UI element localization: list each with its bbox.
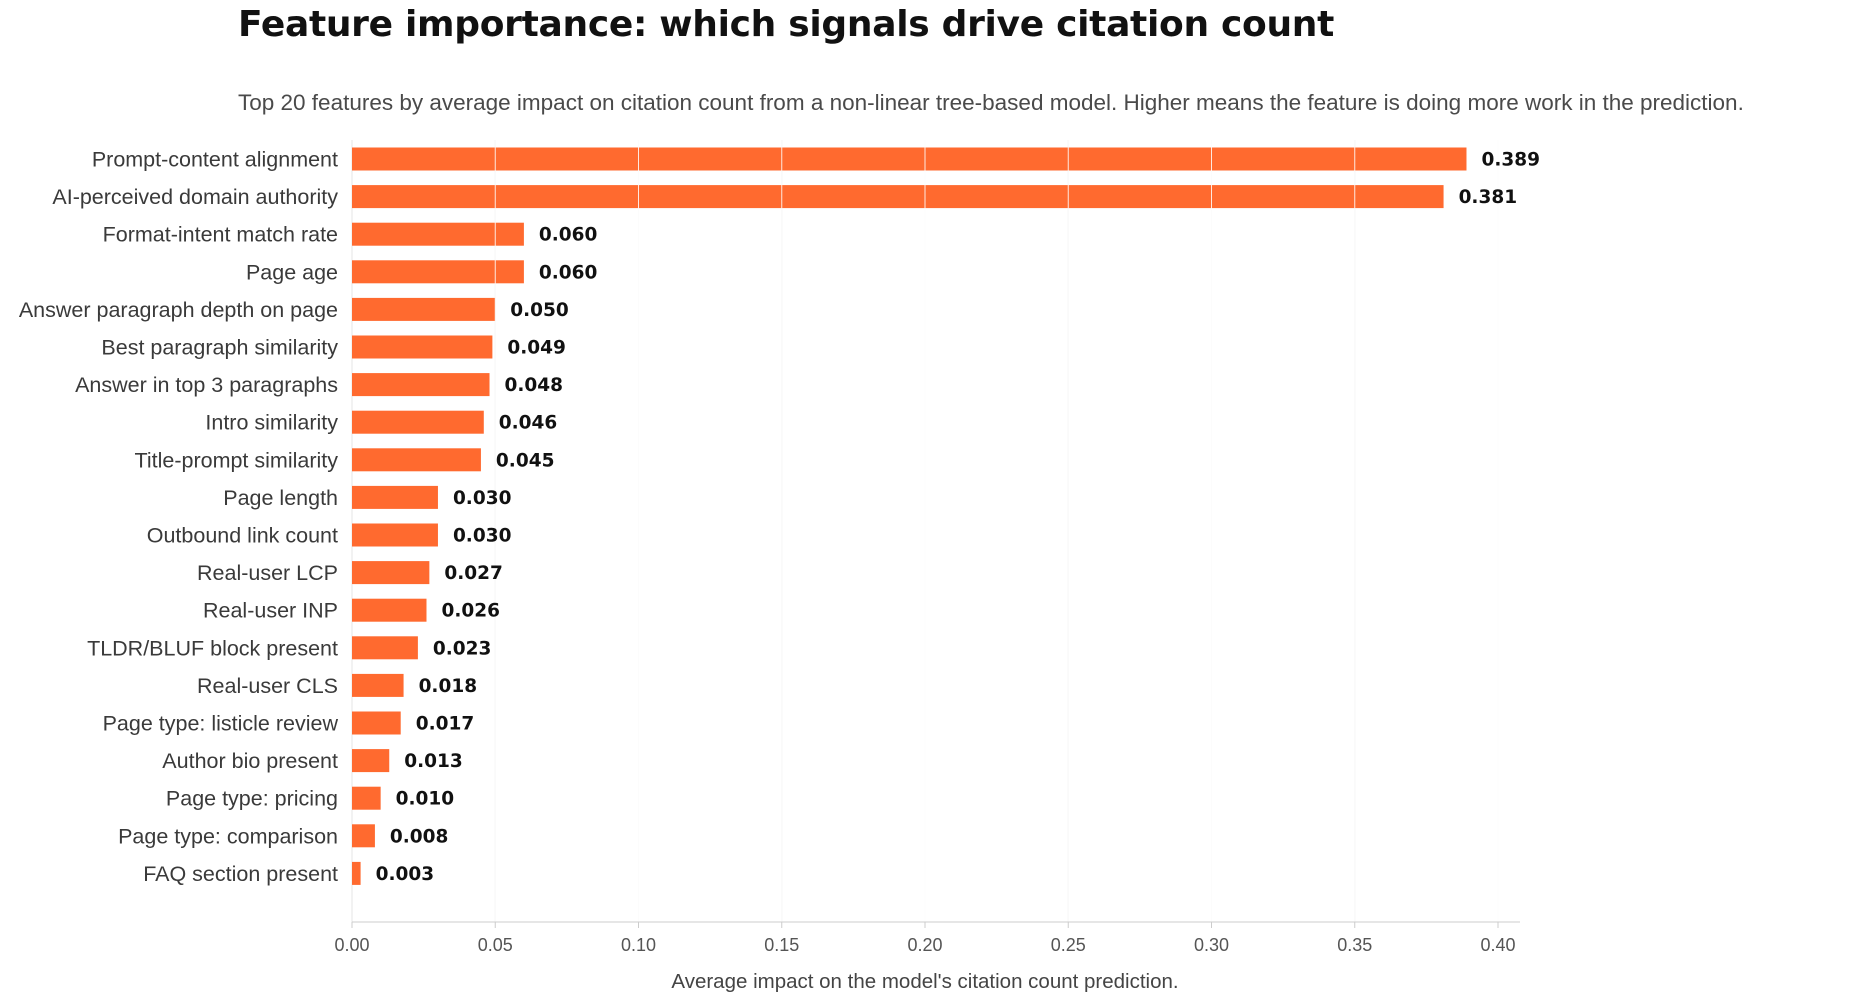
value-label: 0.030 <box>453 526 512 547</box>
bar <box>352 824 375 848</box>
bar <box>352 861 361 885</box>
value-label: 0.060 <box>539 262 598 283</box>
chart-subtitle: Top 20 features by average impact on cit… <box>238 90 1744 115</box>
bar <box>352 523 438 547</box>
value-label: 0.013 <box>404 751 463 772</box>
value-label: 0.046 <box>499 413 558 434</box>
category-label: Page type: pricing <box>166 787 338 811</box>
bar <box>352 786 381 810</box>
x-tick-label: 0.30 <box>1194 935 1229 955</box>
category-label: Real-user CLS <box>197 674 338 698</box>
value-label: 0.045 <box>496 450 555 471</box>
value-label: 0.048 <box>505 375 564 396</box>
x-tick-label: 0.35 <box>1337 935 1372 955</box>
bar <box>352 373 490 397</box>
value-label: 0.050 <box>510 300 569 321</box>
x-tick-label: 0.00 <box>334 935 369 955</box>
bar <box>352 636 418 660</box>
category-label: Title-prompt similarity <box>135 448 339 472</box>
chart-title: Feature importance: which signals drive … <box>238 4 1335 45</box>
category-label: Author bio present <box>162 749 338 773</box>
value-label: 0.030 <box>453 488 512 509</box>
value-label: 0.027 <box>444 563 503 584</box>
x-axis-title: Average impact on the model's citation c… <box>671 970 1178 993</box>
x-axis: 0.00 0.05 0.10 0.15 0.20 0.25 0.30 0.35 0.40 Aver… <box>334 921 1520 993</box>
bar <box>352 335 493 359</box>
category-label: Real-user INP <box>203 599 338 623</box>
bar <box>352 185 1444 209</box>
bar <box>352 260 524 284</box>
value-label: 0.389 <box>1481 150 1540 171</box>
bar <box>352 561 430 585</box>
value-label: 0.060 <box>539 225 598 246</box>
bar <box>352 673 404 697</box>
value-label: 0.010 <box>396 789 455 810</box>
bar-gridline-overlay <box>494 140 1499 922</box>
category-label: Real-user LCP <box>197 561 338 585</box>
category-label: Answer in top 3 paragraphs <box>75 373 338 397</box>
x-tick-label: 0.10 <box>621 935 656 955</box>
category-label: Prompt-content alignment <box>92 148 338 172</box>
bars <box>352 147 1467 885</box>
category-labels: Prompt-content alignment AI-perceived dom… <box>19 148 339 886</box>
bar <box>352 598 427 622</box>
category-label: Intro similarity <box>205 411 338 435</box>
category-label: FAQ section present <box>143 862 338 886</box>
value-label: 0.018 <box>419 676 478 697</box>
x-tick-label: 0.05 <box>478 935 513 955</box>
category-label: Page age <box>246 260 338 284</box>
category-label: Page length <box>223 486 338 510</box>
value-label: 0.026 <box>441 601 500 622</box>
category-label: Best paragraph similarity <box>101 336 338 360</box>
value-label: 0.381 <box>1459 187 1518 208</box>
value-label: 0.023 <box>433 638 492 659</box>
value-labels: 0.389 0.381 0.060 0.060 0.050 0.049 0.048 0.046… <box>376 150 1540 885</box>
category-label: Outbound link count <box>147 524 338 548</box>
value-label: 0.008 <box>390 826 449 847</box>
bar <box>352 485 438 509</box>
value-label: 0.003 <box>376 864 435 885</box>
bar <box>352 749 390 773</box>
x-tick-label: 0.15 <box>764 935 799 955</box>
bar <box>352 222 524 246</box>
category-label: Answer paragraph depth on page <box>19 298 338 322</box>
value-label: 0.017 <box>416 714 475 735</box>
x-tick-label: 0.25 <box>1051 935 1086 955</box>
category-label: Format-intent match rate <box>103 223 338 247</box>
x-tick-label: 0.40 <box>1480 935 1515 955</box>
category-label: TLDR/BLUF block present <box>87 636 338 660</box>
x-tick-label: 0.20 <box>907 935 942 955</box>
category-label: Page type: comparison <box>118 824 338 848</box>
bar <box>352 297 496 321</box>
bar <box>352 711 401 735</box>
category-label: Page type: listicle review <box>103 712 339 736</box>
category-label: AI-perceived domain authority <box>52 185 338 209</box>
bar <box>352 410 484 434</box>
bar <box>352 147 1467 171</box>
bar <box>352 448 481 472</box>
value-label: 0.049 <box>507 338 566 359</box>
